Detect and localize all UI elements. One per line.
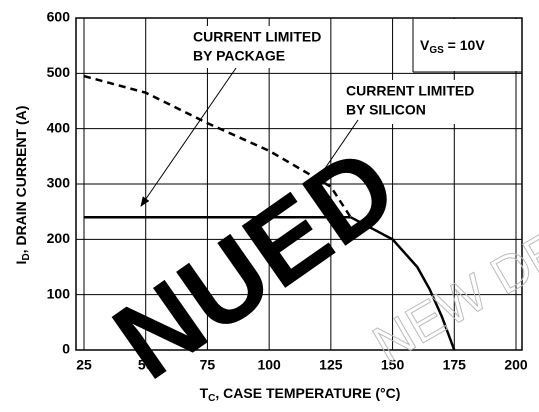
data — [83, 74, 456, 351]
series-line — [350, 216, 456, 351]
arrow — [312, 119, 359, 187]
y-tick-label: 0 — [62, 341, 70, 357]
annotation: BY PACKAGE — [193, 48, 285, 64]
label-part: T — [200, 385, 209, 401]
x-axis-label: TC, CASE TEMPERATURE (°C) — [200, 385, 401, 404]
annotation-part: V — [420, 37, 430, 53]
label-part: , CASE TEMPERATURE (°C) — [215, 385, 400, 401]
annotation-part: = 10V — [444, 37, 486, 53]
y-tick-label: 500 — [47, 64, 71, 80]
arrow — [140, 67, 237, 207]
x-tick-label: 75 — [200, 357, 216, 373]
annotation: CURRENT LIMITED — [346, 83, 474, 99]
label-part: D — [21, 253, 32, 260]
x-tick-label: 100 — [257, 357, 281, 373]
y-tick-label: 300 — [47, 175, 71, 191]
label-bg — [340, 80, 510, 124]
label-part: , DRAIN CURRENT (A) — [13, 106, 29, 254]
x-tick-label: 175 — [443, 357, 467, 373]
label-bg — [413, 19, 521, 71]
watermark: NUED — [92, 123, 418, 403]
y-tick-label: 600 — [47, 9, 71, 25]
label-bg — [180, 26, 330, 68]
y-tick-label: 100 — [47, 285, 71, 301]
x-tick-label: 50 — [138, 357, 154, 373]
y-axis-label: ID, DRAIN CURRENT (A) — [13, 106, 32, 265]
annotation-part: GS — [429, 45, 444, 56]
annotation: CURRENT LIMITED — [193, 29, 321, 45]
x-tick-label: 150 — [381, 357, 405, 373]
grid: 0 100 200 300 400 500 600 25 50 75 100 125 150 175 200 — [47, 9, 528, 373]
x-tick-label: 25 — [76, 357, 92, 373]
annotation: BY SILICON — [346, 102, 426, 118]
label-part: I — [13, 261, 29, 265]
x-tick-label: 125 — [319, 357, 343, 373]
x-tick-label: 200 — [504, 357, 528, 373]
series-line — [83, 74, 352, 218]
label-part: C — [208, 393, 215, 404]
annotation: VGS = 10V — [420, 37, 485, 56]
y-tick-label: 400 — [47, 119, 71, 135]
y-tick-label: 200 — [47, 230, 71, 246]
